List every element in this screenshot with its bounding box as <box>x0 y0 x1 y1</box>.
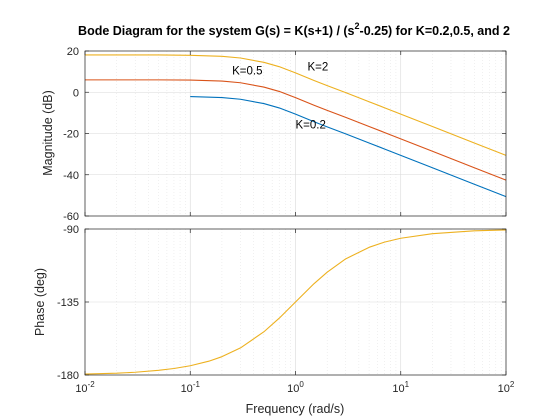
chart-title-prefix: Bode Diagram for the system G(s) = K(s+1… <box>78 24 355 38</box>
phase-y-axis-label: Phase (deg) <box>33 268 47 336</box>
x-tick-label-base: 10 <box>498 383 510 395</box>
x-tick-label: 10-2 <box>75 380 95 395</box>
x-tick-label: 101 <box>392 380 409 395</box>
magnitude-y-axis-label: Magnitude (dB) <box>41 90 55 175</box>
magnitude-grid <box>84 50 507 217</box>
x-tick-label-base: 10 <box>392 383 404 395</box>
magnitude-series-k-0-5 <box>85 79 507 181</box>
phase-series-phase <box>84 229 507 375</box>
x-tick-label-exponent: -2 <box>88 380 96 389</box>
phase-series-group <box>84 229 507 375</box>
magnitude-series-group <box>85 54 507 198</box>
x-axis-label: Frequency (rad/s) <box>246 402 345 416</box>
x-tick-label-base: 10 <box>75 383 87 395</box>
x-tick-label-exponent: 2 <box>510 380 515 389</box>
magnitude-y-tick-label: 20 <box>67 46 79 58</box>
magnitude-series-k-2 <box>85 54 507 156</box>
phase-y-tick-label: -135 <box>57 297 79 309</box>
magnitude-y-tick-label: 0 <box>73 87 79 99</box>
chart-title-superscript: 2 <box>355 21 360 31</box>
magnitude-y-tick-label: -40 <box>63 170 79 182</box>
x-tick-labels: 10-2 10-1 100 101 102 <box>75 51 515 395</box>
x-tick-label-exponent: -1 <box>193 380 201 389</box>
magnitude-y-tick-label: -20 <box>63 129 79 141</box>
phase-axes: -90 -135 -180 Phase (deg) <box>33 224 507 382</box>
phase-y-tick-labels: -90 -135 -180 <box>57 224 506 382</box>
chart-title-suffix: -0.25) for K=0.2,0.5, and 2 <box>360 24 510 38</box>
magnitude-annotations: K=0.5 K=2 K=0.2 <box>232 62 328 132</box>
annotation-k-0-5: K=0.5 <box>232 66 262 78</box>
magnitude-axes: K=0.5 K=2 K=0.2 20 0 -20 -40 -60 Magnitude (dB… <box>41 46 507 223</box>
x-tick-label: 102 <box>498 380 515 395</box>
annotation-k-0-2: K=0.2 <box>296 119 326 131</box>
x-tick-label: 10-1 <box>181 380 201 395</box>
magnitude-series-k-0-2 <box>190 96 507 198</box>
x-tick-label-exponent: 1 <box>405 380 410 389</box>
chart-title: Bode Diagram for the system G(s) = K(s+1… <box>78 21 510 38</box>
magnitude-y-tick-labels: 20 0 -20 -40 -60 <box>63 46 506 223</box>
x-tick-label: 100 <box>287 380 304 395</box>
x-tick-label-exponent: 0 <box>299 380 304 389</box>
x-tick-label-base: 10 <box>287 383 299 395</box>
annotation-k-2: K=2 <box>307 62 328 74</box>
phase-y-tick-label: -90 <box>63 224 79 236</box>
x-tick-label-base: 10 <box>181 383 193 395</box>
phase-y-tick-label: -180 <box>57 370 79 382</box>
magnitude-y-tick-label: -60 <box>63 211 79 223</box>
